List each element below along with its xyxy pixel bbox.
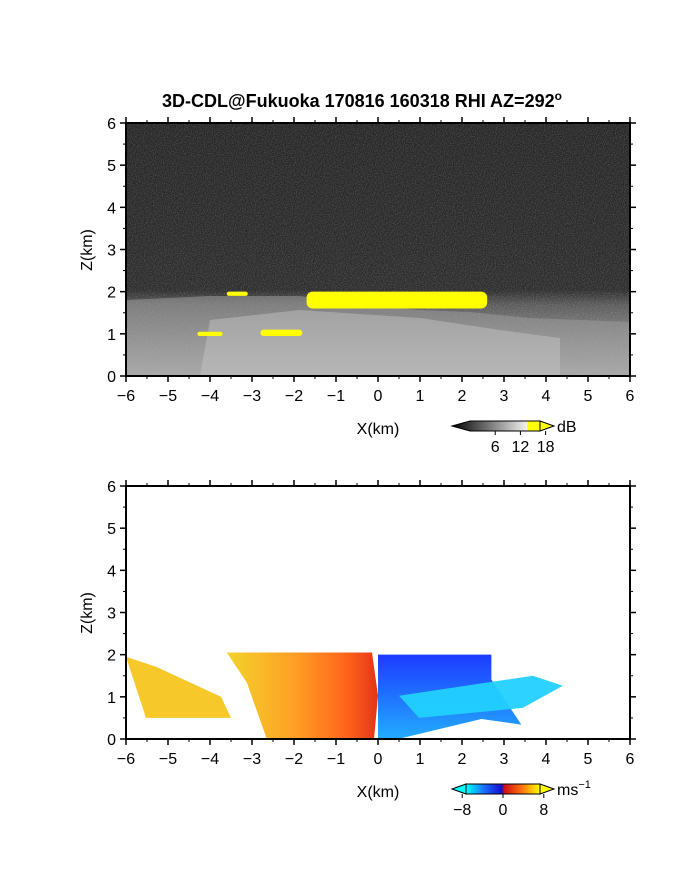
title-superscript: o: [555, 89, 562, 103]
y-tick-label: 1: [107, 690, 116, 707]
x-tick-label: −6: [117, 751, 135, 768]
velocity-axes: −6 −5 −4 −3 −2 −1 0 1 2 3 4 5 6 0 1 2 3 4 5 6: [107, 479, 636, 768]
x-tick-label: −1: [327, 388, 345, 405]
velocity-colorbar: −8 0 8 ms−1: [450, 779, 591, 819]
snr-echo: [306, 291, 488, 309]
snr-echo: [197, 331, 223, 336]
y-tick-label: 4: [107, 200, 116, 217]
y-tick-label: 5: [107, 158, 116, 175]
x-tick-label: 5: [584, 751, 593, 768]
snr-colorbar: 6 12 18 dB: [450, 419, 577, 456]
x-tick-label: 6: [626, 388, 635, 405]
velocity-xlabel: X(km): [357, 784, 400, 801]
snr-colorbar-max-arrow: [539, 420, 556, 432]
y-tick-label: 4: [107, 563, 116, 580]
snr-echo-layer: [197, 291, 488, 336]
y-tick-label: 0: [107, 732, 116, 749]
snr-image: [126, 123, 630, 376]
y-tick-label: 1: [107, 327, 116, 344]
snr-xlabel: X(km): [357, 421, 400, 438]
velocity-colorbar-max-arrow: [539, 783, 556, 795]
snr-ylabel: Z(km): [79, 229, 96, 271]
panel-velocity: −6 −5 −4 −3 −2 −1 0 1 2 3 4 5 6 0 1 2 3 4 5 6 X(km) Z(km) −…: [79, 479, 636, 819]
x-tick-label: −3: [243, 751, 261, 768]
x-tick-label: −3: [243, 388, 261, 405]
snr-boundary-layer: [126, 296, 630, 376]
x-tick-label: 2: [458, 751, 467, 768]
x-tick-label: 3: [500, 388, 509, 405]
y-tick-label: 2: [107, 285, 116, 302]
snr-echo: [260, 329, 303, 336]
velocity-colorbar-unit: ms−1: [557, 779, 591, 799]
x-tick-label: 1: [416, 751, 425, 768]
velocity-region: [226, 652, 378, 739]
x-tick-label: −2: [285, 751, 303, 768]
colorbar-tick-label: 8: [539, 802, 548, 819]
colorbar-tick-label: −8: [453, 802, 471, 819]
velocity-region: [126, 656, 231, 718]
velocity-colorbar-min-arrow: [450, 783, 467, 795]
figure-title: 3D-CDL@Fukuoka 170816 160318 RHI AZ=292o: [162, 89, 562, 111]
x-tick-label: 6: [626, 751, 635, 768]
x-tick-label: 4: [542, 388, 551, 405]
velocity-region: [399, 675, 563, 718]
y-tick-label: 0: [107, 369, 116, 386]
snr-colorbar-ticks: 6 12 18: [491, 431, 555, 456]
y-tick-label: 3: [107, 606, 116, 623]
colorbar-tick-label: 18: [537, 439, 555, 456]
x-tick-label: 3: [500, 751, 509, 768]
y-tick-label: 2: [107, 648, 116, 665]
x-tick-label: −6: [117, 388, 135, 405]
velocity-colorbar-bar: [465, 783, 541, 795]
x-tick-label: −5: [159, 388, 177, 405]
velocity-image: [126, 486, 630, 739]
snr-axes: −6 −5 −4 −3 −2 −1 0 1 2 3 4 5 6 0 1 2 3 4 5 6: [107, 116, 636, 405]
x-tick-label: 1: [416, 388, 425, 405]
x-tick-label: −4: [201, 388, 219, 405]
snr-bright-lower: [200, 310, 560, 376]
x-tick-label: −5: [159, 751, 177, 768]
x-tick-label: 4: [542, 751, 551, 768]
x-tick-label: 0: [374, 388, 383, 405]
snr-colorbar-bar: [450, 420, 541, 432]
y-tick-label: 6: [107, 116, 116, 133]
x-tick-label: 0: [374, 751, 383, 768]
colorbar-tick-label: 12: [512, 439, 530, 456]
velocity-field-layer: [126, 652, 563, 739]
colorbar-tick-label: 6: [491, 439, 500, 456]
velocity-colorbar-ticks: −8 0 8: [453, 794, 548, 819]
snr-echo: [226, 291, 248, 296]
y-tick-label: 5: [107, 521, 116, 538]
x-tick-label: −1: [327, 751, 345, 768]
snr-colorbar-unit: dB: [557, 419, 577, 436]
x-tick-label: −2: [285, 388, 303, 405]
velocity-ylabel: Z(km): [79, 592, 96, 634]
y-tick-label: 6: [107, 479, 116, 496]
y-tick-label: 3: [107, 243, 116, 260]
colorbar-tick-label: 0: [499, 802, 508, 819]
x-tick-label: 5: [584, 388, 593, 405]
x-tick-label: 2: [458, 388, 467, 405]
x-tick-label: −4: [201, 751, 219, 768]
